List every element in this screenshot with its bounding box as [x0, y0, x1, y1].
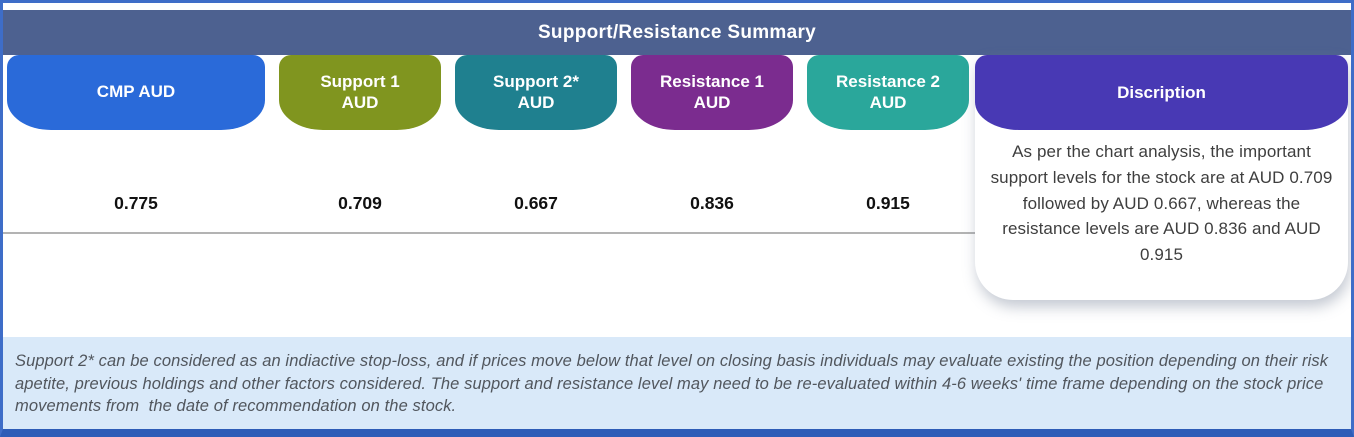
value-support1: 0.709 [338, 192, 382, 213]
column-header-sublabel: AUD [341, 92, 379, 112]
disclaimer-note: Support 2* can be considered as an india… [3, 337, 1351, 429]
column-header-sublabel: AUD [869, 92, 907, 112]
column-header-sublabel: AUD [517, 92, 555, 112]
value-support2: 0.667 [514, 192, 558, 213]
value-resistance1: 0.836 [690, 192, 734, 213]
column-header-label: Support 1 [320, 71, 400, 91]
value-resistance2: 0.915 [866, 192, 910, 213]
description-header-label: Discription [1117, 82, 1206, 102]
page-title: Support/Resistance Summary [537, 21, 817, 43]
column-header-support2: Support 2* AUD [455, 55, 617, 130]
column-header-sublabel: AUD [693, 92, 731, 112]
title-bar: Support/Resistance Summary [3, 10, 1351, 55]
disclaimer-text: Support 2* can be considered as an india… [15, 352, 1333, 416]
column-header-resistance1: Resistance 1 AUD [631, 55, 793, 130]
column-header-label: Support 2* [493, 71, 579, 91]
column-header-support1: Support 1 AUD [279, 55, 441, 130]
value-cmp: 0.775 [114, 192, 158, 213]
separator-line [3, 232, 975, 234]
description-header: Discription [975, 55, 1348, 130]
column-header-label: Resistance 2 [836, 71, 940, 91]
description-card: Discription As per the chart analysis, t… [975, 55, 1348, 300]
column-header-cmp: CMP AUD [7, 55, 265, 130]
column-header-label: Resistance 1 [660, 71, 764, 91]
column-header-label: CMP AUD [96, 82, 176, 102]
column-header-resistance2: Resistance 2 AUD [807, 55, 969, 130]
description-text: As per the chart analysis, the important… [990, 142, 1333, 265]
